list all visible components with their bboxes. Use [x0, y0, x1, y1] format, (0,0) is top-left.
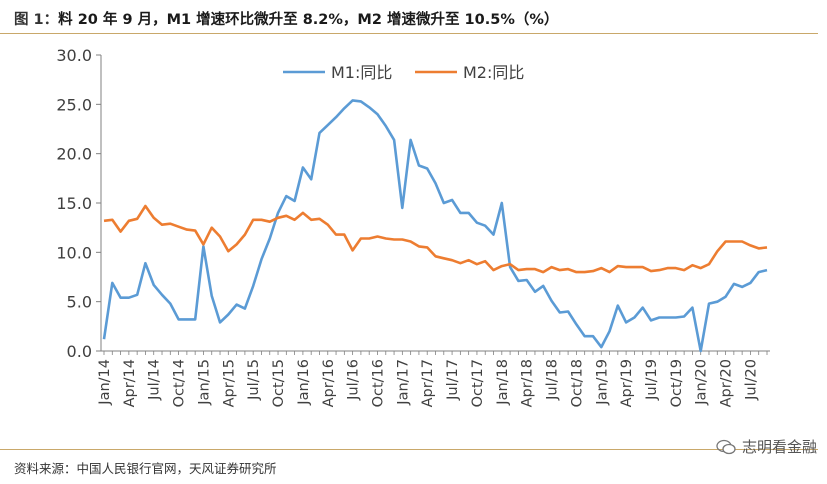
- x-tick-label: Oct/17: [470, 359, 486, 407]
- x-tick-label: Apr/15: [221, 359, 237, 407]
- x-tick-label: Jan/18: [495, 359, 511, 406]
- x-tick-label: Jul/18: [545, 359, 561, 401]
- x-tick-label: Jan/14: [97, 359, 113, 406]
- x-tick-label: Jan/17: [395, 359, 411, 406]
- x-tick-label: Apr/16: [321, 359, 337, 407]
- x-tick-label: Oct/14: [172, 359, 188, 407]
- x-tick-label: Apr/17: [420, 359, 436, 407]
- x-tick-label: Oct/19: [669, 359, 685, 407]
- x-tick-label: Apr/20: [719, 359, 735, 407]
- y-tick-label: 15.0: [56, 194, 92, 213]
- x-tick-label: Oct/16: [370, 359, 386, 407]
- x-tick-label: Jul/17: [445, 359, 461, 401]
- x-tick-label: Jul/14: [147, 359, 163, 401]
- y-tick-label: 30.0: [56, 46, 92, 65]
- legend-label: M1:同比: [331, 63, 392, 82]
- series-line-m1: [102, 99, 768, 353]
- x-tick-label: Jan/15: [196, 359, 212, 406]
- x-tick-label: Apr/18: [520, 359, 536, 407]
- chart-legend: M1:同比 M2:同比: [283, 63, 524, 82]
- x-tick-label: Apr/14: [122, 359, 138, 407]
- y-tick-label: 20.0: [56, 145, 92, 164]
- series-line-m2: [103, 204, 768, 274]
- top-divider: [0, 33, 818, 34]
- x-axis-ticks: Jan/14 Apr/14 Jul/14 Oct/14 Jan/15 Apr/15 Jul/…: [97, 351, 768, 407]
- x-tick-label: Jul/19: [644, 359, 660, 401]
- x-tick-label: Jul/15: [246, 359, 262, 401]
- chart-axes: [100, 55, 770, 352]
- bottom-divider: [0, 449, 818, 450]
- y-tick-label: 5.0: [67, 293, 92, 312]
- watermark-text: 志明看金融: [741, 438, 817, 456]
- x-tick-label: Jan/16: [296, 359, 312, 406]
- watermark: 志明看金融: [716, 436, 817, 457]
- source-note: 资料来源：中国人民银行官网，天风证券研究所: [14, 461, 277, 476]
- figure-title-text: 料 20 年 9 月，M1 增速环比微升至 8.2%，M2 增速微升至 10.5…: [58, 12, 559, 28]
- y-tick-label: 25.0: [56, 95, 92, 114]
- figure-title: 图 1：料 20 年 9 月，M1 增速环比微升至 8.2%，M2 增速微升至 …: [14, 8, 558, 29]
- wechat-icon: [716, 439, 736, 454]
- y-axis-ticks: 0.0 5.0 10.0 15.0 20.0 25.0 30.0: [56, 46, 101, 361]
- legend-label: M2:同比: [463, 63, 524, 82]
- x-tick-label: Jul/20: [743, 359, 759, 401]
- x-tick-label: Apr/19: [619, 359, 635, 407]
- series-lines: [102, 99, 768, 353]
- x-tick-label: Oct/18: [569, 359, 585, 407]
- x-tick-label: Jan/19: [594, 359, 610, 406]
- x-tick-label: Jul/16: [346, 359, 362, 401]
- y-tick-label: 0.0: [67, 342, 92, 361]
- figure-label: 图 1：: [14, 12, 59, 28]
- x-tick-label: Jan/20: [694, 359, 710, 406]
- x-tick-label: Oct/15: [271, 359, 287, 407]
- y-tick-label: 10.0: [56, 243, 92, 262]
